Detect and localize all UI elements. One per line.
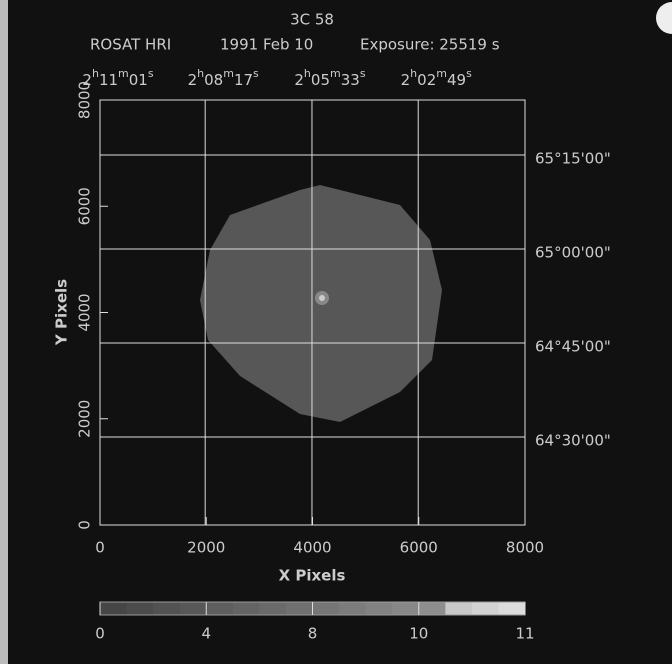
colorbar-segment — [339, 602, 366, 615]
edge-strip — [0, 0, 8, 664]
y-tick-label: 6000 — [76, 187, 94, 225]
x-tick-label: 0 — [95, 539, 105, 557]
colorbar-segment — [153, 602, 180, 615]
colorbar-segment — [472, 602, 499, 615]
x-axis-label: X Pixels — [279, 567, 346, 585]
colorbar-segment — [286, 602, 313, 615]
colorbar-segment — [313, 602, 340, 615]
y-tick-label: 2000 — [76, 400, 94, 438]
dec-tick-label: 64°30'00" — [535, 432, 611, 450]
colorbar-segment — [366, 602, 393, 615]
dec-tick-label: 65°00'00" — [535, 244, 611, 262]
colorbar-segment — [419, 602, 446, 615]
x-tick-label: 8000 — [506, 539, 544, 557]
pulsar-core — [319, 295, 325, 301]
x-tick-label: 2000 — [187, 539, 225, 557]
subtitle: 1991 Feb 10 — [220, 36, 313, 54]
x-tick-label: 4000 — [293, 539, 331, 557]
subtitle: ROSAT HRI — [90, 36, 171, 54]
colorbar-segment — [498, 602, 525, 615]
dec-tick-label: 64°45'00" — [535, 337, 611, 355]
colorbar-tick-label: 0 — [95, 625, 105, 643]
colorbar-tick-label: 10 — [409, 625, 428, 643]
colorbar-segment — [206, 602, 233, 615]
subtitle: Exposure: 25519 s — [360, 36, 500, 54]
colorbar-segment — [233, 602, 260, 615]
colorbar-segment — [180, 602, 207, 615]
y-axis-label: Y Pixels — [53, 279, 71, 346]
colorbar-segment — [127, 602, 154, 615]
colorbar-tick-label: 4 — [201, 625, 211, 643]
colorbar-segment — [445, 602, 472, 615]
colorbar-segment — [259, 602, 286, 615]
dec-tick-label: 65°15'00" — [535, 149, 611, 167]
chart: 3C 58 ROSAT HRI 1991 Feb 10 Exposure: 25… — [0, 0, 672, 664]
x-tick-label: 6000 — [400, 539, 438, 557]
colorbar-tick-label: 11 — [515, 625, 534, 643]
colorbar-segment — [100, 602, 127, 615]
chart-title: 3C 58 — [290, 11, 334, 29]
colorbar-segment — [392, 602, 419, 615]
colorbar-tick-label: 8 — [308, 625, 318, 643]
y-tick-label: 0 — [76, 520, 94, 530]
y-tick-label: 4000 — [76, 293, 94, 331]
